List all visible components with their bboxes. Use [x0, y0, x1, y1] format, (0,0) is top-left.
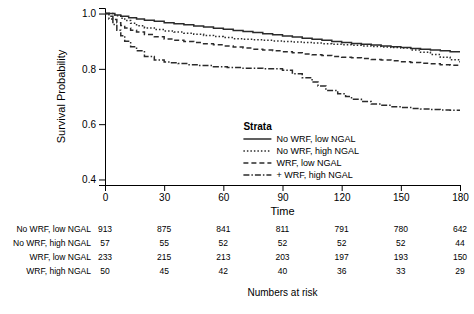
chart: 0 30 60 90 120 150 180 0.4 0.6 0.8 1.0 Time Survival… — [0, 0, 474, 314]
survival-curve — [105, 14, 460, 66]
risk-value: 44 — [455, 238, 465, 248]
risk-value: 642 — [453, 224, 467, 234]
axis-line — [99, 9, 106, 186]
tick-mark — [99, 124, 105, 125]
tick-mark — [99, 179, 105, 180]
survival-curve — [105, 14, 460, 63]
risk-value: 811 — [276, 224, 290, 234]
risk-value: 33 — [396, 266, 406, 276]
risk-row-label: No WRF, high NGAL — [13, 238, 91, 248]
tick-label: 60 — [218, 192, 230, 203]
tick-mark — [223, 185, 224, 191]
tick-mark — [401, 185, 402, 191]
risk-value: 29 — [455, 266, 465, 276]
risk-value: 791 — [335, 224, 349, 234]
risk-value: 36 — [337, 266, 347, 276]
legend-label: No WRF, low NGAL — [276, 134, 355, 144]
risk-value: 50 — [100, 266, 110, 276]
tick-label: 30 — [159, 192, 171, 203]
risk-value: 193 — [394, 252, 408, 262]
risk-value: 52 — [278, 238, 288, 248]
tick-label: 1.0 — [82, 8, 96, 19]
risk-row-label: WRF, low NGAL — [30, 252, 92, 262]
risk-value: 52 — [396, 238, 406, 248]
risk-value: 841 — [216, 224, 230, 234]
tick: 0.4 — [82, 174, 105, 185]
tick-label: 0 — [103, 192, 109, 203]
risk-value: 780 — [394, 224, 408, 234]
survival-curve — [105, 14, 460, 111]
risk-value: 57 — [100, 238, 110, 248]
tick-label: 180 — [452, 192, 469, 203]
axis-line — [106, 186, 461, 192]
tick-mark — [99, 69, 105, 70]
survival-curve — [105, 14, 460, 53]
y-axis: 0.4 0.6 0.8 1.0 — [82, 8, 105, 185]
tick-label: 0.6 — [82, 119, 96, 130]
y-axis-title: Survival Probability — [55, 49, 67, 143]
plot-area — [105, 14, 460, 111]
risk-table: No WRF, low NGAL No WRF, high NGAL WRF, lo… — [13, 224, 467, 298]
risk-value: 875 — [157, 224, 171, 234]
tick-mark — [342, 185, 343, 191]
legend-swatch — [243, 138, 271, 140]
legend-swatch — [243, 150, 271, 152]
risk-value: 197 — [335, 252, 349, 262]
tick-label: 0.8 — [82, 64, 96, 75]
risk-value: 40 — [278, 266, 288, 276]
risk-value: 213 — [216, 252, 230, 262]
x-axis-title: Time — [270, 205, 294, 217]
tick: 0 — [103, 185, 109, 203]
tick: 120 — [334, 185, 351, 203]
tick-label: 150 — [393, 192, 410, 203]
risk-value: 55 — [159, 238, 169, 248]
risk-value: 150 — [453, 252, 467, 262]
legend: Strata No WRF, low NGAL No WRF, high NGAL W… — [243, 121, 359, 180]
tick: 150 — [393, 185, 410, 203]
tick-mark — [460, 185, 461, 191]
tick-label: 0.4 — [82, 174, 96, 185]
tick-mark — [283, 185, 284, 191]
tick: 1.0 — [82, 8, 105, 19]
tick: 0.6 — [82, 119, 105, 130]
risk-value: 52 — [219, 238, 229, 248]
tick-mark — [164, 185, 165, 191]
tick: 180 — [452, 185, 469, 203]
tick: 90 — [277, 185, 289, 203]
risk-value: 233 — [98, 252, 112, 262]
risk-value: 215 — [157, 252, 171, 262]
risk-row-label: No WRF, low NGAL — [16, 224, 91, 234]
tick-label: 90 — [277, 192, 289, 203]
tick: 0.8 — [82, 64, 105, 75]
tick: 30 — [159, 185, 171, 203]
risk-row-label: WRF, high NGAL — [26, 266, 91, 276]
legend-label: WRF, low NGAL — [276, 158, 341, 168]
legend-swatch — [243, 162, 271, 164]
tick-mark — [99, 14, 105, 15]
x-axis: 0 30 60 90 120 150 180 — [103, 185, 470, 203]
tick-label: 120 — [334, 192, 351, 203]
legend-title: Strata — [243, 121, 272, 132]
risk-table-title: Numbers at risk — [247, 287, 318, 298]
risk-value: 52 — [337, 238, 347, 248]
legend-swatch — [243, 174, 271, 176]
legend-label: + WRF, high NGAL — [276, 170, 352, 180]
tick: 60 — [218, 185, 230, 203]
risk-value: 913 — [98, 224, 112, 234]
risk-value: 42 — [219, 266, 229, 276]
risk-value: 203 — [275, 252, 289, 262]
legend-label: No WRF, high NGAL — [276, 146, 359, 156]
risk-value: 45 — [159, 266, 169, 276]
